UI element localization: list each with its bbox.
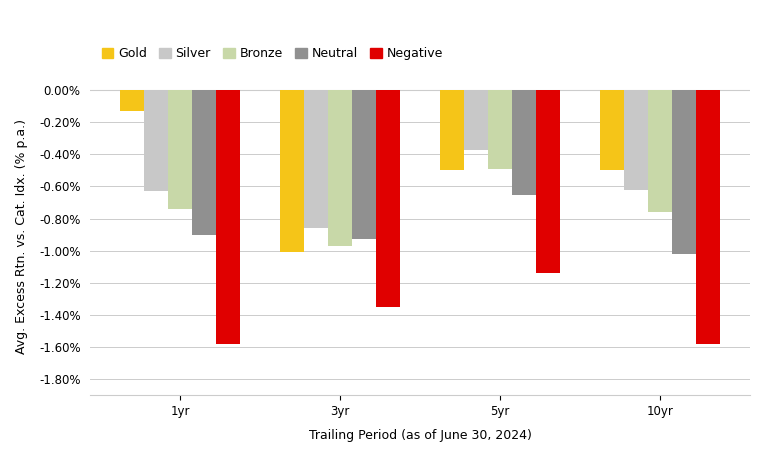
Legend: Gold, Silver, Bronze, Neutral, Negative: Gold, Silver, Bronze, Neutral, Negative xyxy=(96,43,448,65)
Bar xyxy=(624,90,648,190)
Bar xyxy=(304,90,328,228)
Bar xyxy=(168,90,192,209)
Bar xyxy=(464,90,488,149)
Bar xyxy=(536,90,560,273)
Bar xyxy=(648,90,672,212)
X-axis label: Trailing Period (as of June 30, 2024): Trailing Period (as of June 30, 2024) xyxy=(309,429,532,442)
Bar xyxy=(145,90,168,191)
Bar xyxy=(488,90,512,169)
Bar xyxy=(696,90,720,344)
Bar xyxy=(672,90,696,254)
Bar xyxy=(192,90,216,234)
Bar xyxy=(440,90,464,170)
Bar xyxy=(600,90,624,170)
Bar xyxy=(120,90,145,111)
Y-axis label: Avg. Excess Rtn. vs. Cat. Idx. (% p.a.): Avg. Excess Rtn. vs. Cat. Idx. (% p.a.) xyxy=(15,119,28,354)
Bar xyxy=(216,90,240,344)
Bar xyxy=(280,90,304,252)
Bar xyxy=(512,90,536,195)
Bar xyxy=(376,90,400,307)
Bar xyxy=(328,90,352,246)
Bar xyxy=(352,90,376,239)
